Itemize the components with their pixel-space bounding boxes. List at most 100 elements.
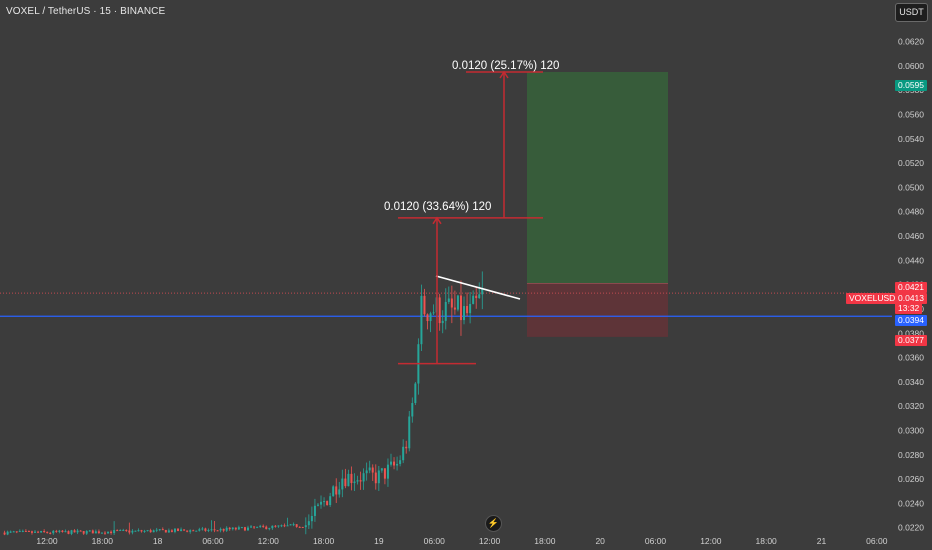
candle-body	[219, 528, 222, 531]
candle-body	[170, 530, 173, 532]
candle-body	[444, 301, 447, 321]
candle-body	[76, 530, 79, 533]
candle-body	[119, 530, 122, 532]
candle-body	[67, 531, 70, 534]
candle-body	[210, 529, 213, 531]
price-tick-label: 0.0240	[898, 498, 924, 508]
candle-body	[262, 525, 265, 527]
price-tick-label: 0.0320	[898, 401, 924, 411]
candle-body	[21, 530, 24, 532]
candle-body	[164, 530, 167, 533]
candle-body	[289, 524, 292, 526]
currency-button[interactable]: USDT	[895, 3, 928, 22]
candle-body	[283, 525, 286, 527]
candle-body	[411, 403, 414, 417]
candle-body	[143, 530, 146, 532]
candle-body	[310, 515, 313, 522]
candle-body	[161, 529, 164, 531]
price-tick-label: 0.0500	[898, 182, 924, 192]
candle-body	[216, 530, 219, 532]
candle-body	[70, 530, 73, 534]
candle-body	[329, 496, 332, 506]
candle-body	[292, 524, 295, 526]
trend-line[interactable]	[435, 275, 521, 300]
candle-body	[368, 467, 371, 471]
time-tick-label: 18:00	[313, 536, 335, 546]
candle-body	[256, 526, 259, 528]
candle-body	[359, 480, 362, 482]
price-tick-label: 0.0260	[898, 474, 924, 484]
candle-body	[423, 295, 426, 315]
time-tick-label: 12:00	[258, 536, 280, 546]
time-tick-label: 18:00	[756, 536, 778, 546]
price-tick-label: 0.0340	[898, 377, 924, 387]
profit-zone[interactable]	[527, 71, 668, 284]
candle-body	[280, 525, 283, 527]
price-tick-label: 0.0540	[898, 134, 924, 144]
price-tick-label: 0.0620	[898, 37, 924, 47]
candle-body	[49, 532, 52, 534]
candle-body	[122, 529, 125, 531]
lightning-icon[interactable]: ⚡	[485, 515, 502, 532]
candle-body	[24, 530, 27, 532]
candle-body	[192, 530, 195, 532]
candle-body	[386, 464, 389, 479]
candle-body	[149, 530, 152, 533]
candle-body	[265, 526, 268, 530]
stop-price-badge: 0.0377	[895, 335, 927, 346]
candle-body	[103, 532, 106, 534]
candle-body	[466, 306, 469, 314]
candle-body	[9, 531, 12, 533]
candle-body	[3, 532, 6, 535]
candle-body	[201, 528, 204, 530]
time-tick-label: 06:00	[424, 536, 446, 546]
time-tick-label: 18:00	[92, 536, 114, 546]
candle-body	[113, 530, 116, 534]
candle-body	[134, 530, 137, 532]
candle-body	[405, 446, 408, 449]
candle-body	[456, 295, 459, 310]
candle-body	[158, 529, 161, 531]
candle-body	[64, 531, 67, 533]
candle-body	[37, 531, 40, 533]
candle-body	[426, 314, 429, 322]
target-price-badge: 0.0595	[895, 80, 927, 91]
candle-body	[350, 473, 353, 484]
price-tick-label: 0.0440	[898, 255, 924, 265]
candle-body	[110, 531, 113, 534]
candle-body	[55, 530, 58, 532]
time-tick-label: 06:00	[202, 536, 224, 546]
loss-zone[interactable]	[527, 283, 668, 337]
candle-body	[341, 478, 344, 490]
candle-body	[383, 468, 386, 479]
candle-body	[316, 504, 319, 506]
candle-body	[234, 527, 237, 530]
candle-body	[347, 473, 350, 487]
time-tick-label: 18:00	[534, 536, 556, 546]
time-tick-label: 21	[817, 536, 827, 546]
candle-body	[429, 313, 432, 322]
candle-body	[374, 472, 377, 484]
candle-body	[88, 530, 91, 532]
candle-body	[225, 527, 228, 531]
candle-body	[137, 530, 140, 532]
candle-body	[40, 530, 43, 533]
candle-body	[304, 525, 307, 528]
candle-body	[344, 478, 347, 487]
candle-body	[402, 446, 405, 461]
candle-body	[198, 529, 201, 531]
candle-body	[271, 525, 274, 529]
candle-body	[274, 525, 277, 527]
candle-body	[396, 463, 399, 466]
candle-body	[259, 525, 262, 527]
candle-body	[253, 526, 256, 528]
candle-body	[453, 307, 456, 310]
candle-body	[15, 531, 18, 533]
symbol-title[interactable]: VOXEL / TetherUS · 15 · BINANCE	[6, 6, 166, 17]
candle-body	[377, 470, 380, 484]
candle-body	[173, 528, 176, 532]
measure-lower-arrowhead	[432, 216, 442, 225]
candle-body	[183, 529, 186, 531]
candle-body	[140, 530, 143, 532]
